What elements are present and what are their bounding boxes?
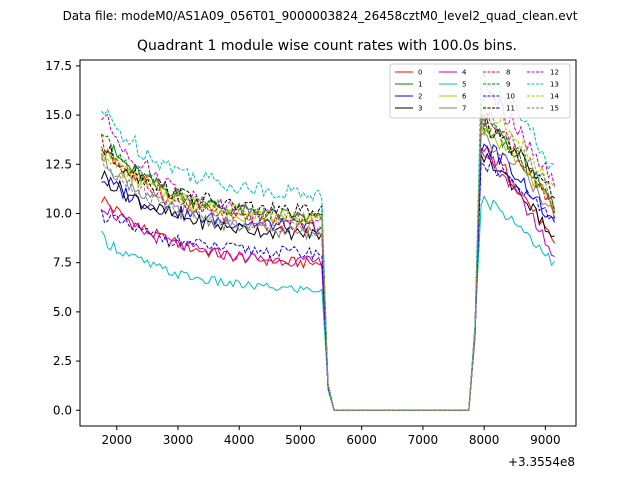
legend-entry-6: 6 [439,93,467,101]
legend-label: 12 [550,69,559,77]
legend-entry-9: 9 [483,81,510,89]
x-tick-label: 4000 [224,433,255,447]
legend-entry-0: 0 [395,69,422,77]
series-line-2 [101,143,556,411]
legend-label: 4 [462,69,467,77]
series-line-5 [100,195,555,411]
legend-label: 9 [506,81,510,89]
plot-area [80,60,576,426]
legend-entry-4: 4 [439,69,467,77]
series-line-15 [100,110,555,411]
x-offset-label: +3.3554e8 [508,455,575,469]
series-line-11 [100,114,555,411]
y-tick-label: 2.5 [53,354,72,368]
legend-label: 2 [418,93,422,101]
legend-entry-3: 3 [395,105,422,113]
legend-entry-11: 11 [483,105,515,113]
series-line-3 [100,152,555,411]
series-line-1 [101,113,556,411]
plot-background [80,60,576,426]
legend-entry-7: 7 [439,105,466,113]
series-line-7 [100,132,556,411]
legend-label: 0 [418,69,422,77]
legend-label: 3 [418,105,422,113]
y-tick-label: 7.5 [53,256,72,270]
legend-label: 13 [550,81,559,89]
y-tick-label: 10.0 [45,206,72,220]
legend-entry-8: 8 [483,69,510,77]
legend-entry-5: 5 [439,81,466,89]
x-tick-label: 5000 [285,433,316,447]
legend-label: 1 [418,81,422,89]
legend-label: 6 [462,93,467,101]
legend-entry-12: 12 [527,69,559,77]
y-tick-label: 5.0 [53,305,72,319]
legend-entry-14: 14 [527,93,559,101]
chart-title: Quadrant 1 module wise count rates with … [137,38,517,54]
legend-entry-15: 15 [527,105,559,113]
x-tick-label: 7000 [408,433,439,447]
legend-entry-13: 13 [527,81,559,89]
x-tick-label: 6000 [346,433,377,447]
x-tick-label: 2000 [101,433,132,447]
x-tick-label: 3000 [163,433,194,447]
axes-frame [79,59,577,427]
y-tick-label: 12.5 [45,157,72,171]
data-file-caption: Data file: modeM0/AS1A09_056T01_90000038… [63,9,578,23]
axes: 2000 3000 4000 5000 6000 7000 8000 9000 0.0 2.5 5.… [45,59,577,447]
y-tick-label: 0.0 [53,403,72,417]
series-line-4 [101,148,555,411]
legend-label: 14 [550,93,559,101]
y-tick-label: 15.0 [45,108,72,122]
y-tick-label: 17.5 [45,59,72,73]
legend-label: 10 [506,93,515,101]
legend-entry-2: 2 [395,93,422,101]
legend-box [389,63,571,119]
series-line-10 [100,160,555,411]
legend-entry-10: 10 [483,93,515,101]
legend-label: 15 [550,105,559,113]
x-tick-label: 8000 [469,433,500,447]
x-tick-label: 9000 [530,433,561,447]
legend-label: 8 [506,69,510,77]
series-line-9 [101,119,556,411]
legend-entry-1: 1 [395,81,422,89]
legend-label: 5 [462,81,466,89]
legend-label: 7 [462,105,466,113]
legend-label: 11 [506,105,515,113]
